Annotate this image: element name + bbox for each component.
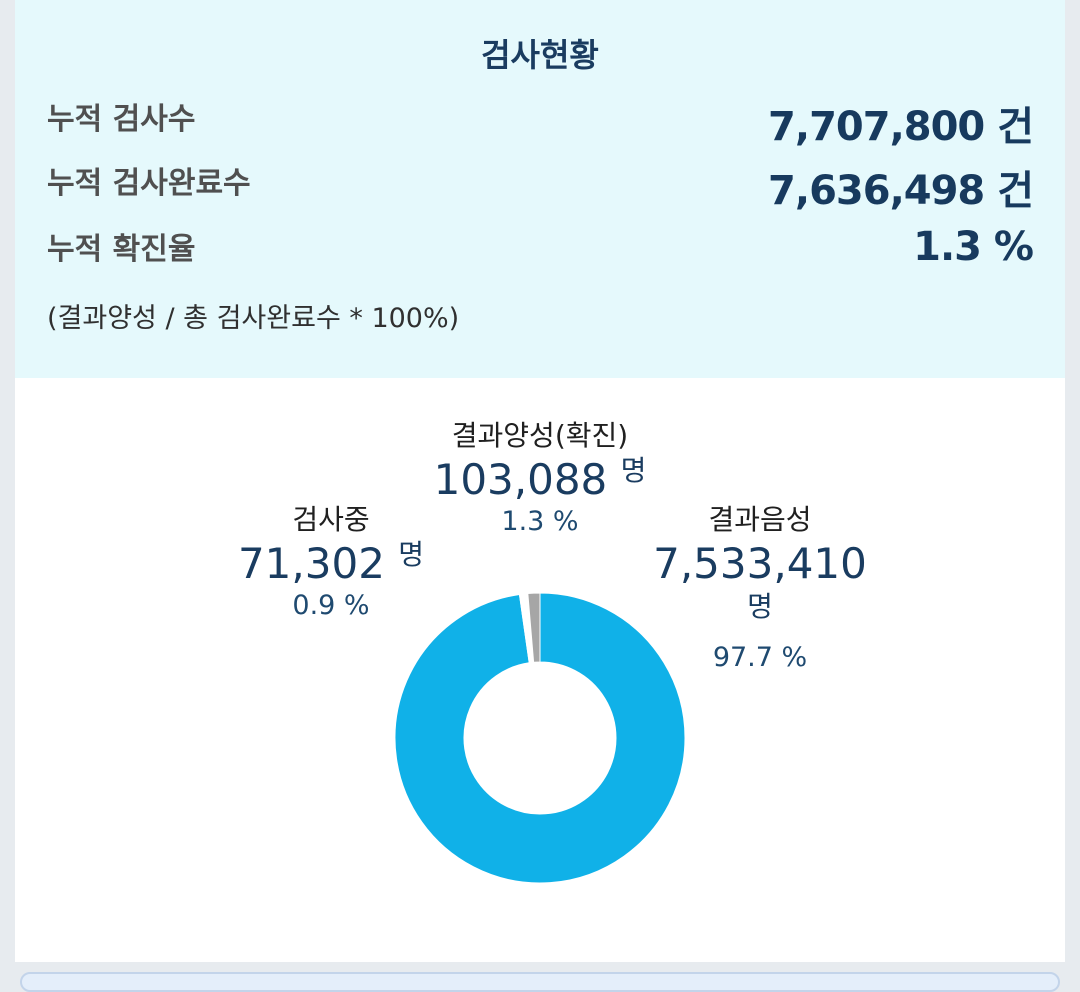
stat-value: 7,707,800 건 bbox=[768, 104, 1034, 150]
callout-label: 결과음성 bbox=[708, 503, 812, 536]
test-result-chart: 결과양성(확진) 103,088 명 1.3 % 검사중 71,302 명 0.… bbox=[15, 378, 1065, 962]
callout-count: 103,088 bbox=[433, 455, 608, 504]
stat-value: 7,636,498 건 bbox=[768, 168, 1034, 214]
callout-percent: 0.9 % bbox=[292, 590, 370, 621]
callout-positive: 결과양성(확진) 103,088 명 1.3 % bbox=[425, 414, 655, 537]
test-status-summary: 검사현황 누적 검사수 7,707,800 건 누적 검사완료수 7,636,4… bbox=[15, 0, 1065, 378]
stat-row-total-tests: 누적 검사수 7,707,800 건 bbox=[47, 94, 1034, 154]
callout-unit: 명 bbox=[747, 590, 773, 623]
callout-unit: 명 bbox=[398, 538, 425, 571]
stat-row-positive-rate: 누적 확진율 1.3 % bbox=[47, 224, 1034, 284]
callout-count-line: 103,088 명 bbox=[425, 454, 655, 506]
callout-unit: 명 bbox=[620, 454, 647, 487]
callout-in-test: 검사중 71,302 명 0.9 % bbox=[211, 498, 451, 621]
callout-percent: 97.7 % bbox=[712, 642, 808, 673]
callout-count-line: 71,302 명 bbox=[211, 538, 451, 590]
donut-chart bbox=[394, 592, 686, 884]
donut-slice-3 bbox=[527, 592, 541, 663]
next-card-edge bbox=[20, 972, 1060, 992]
stat-row-completed-tests: 누적 검사완료수 7,636,498 건 bbox=[47, 158, 1034, 218]
callout-count: 7,533,410 bbox=[653, 539, 867, 588]
callout-label: 결과양성(확진) bbox=[451, 419, 629, 452]
callout-percent: 1.3 % bbox=[501, 506, 579, 537]
callout-negative: 결과음성 7,533,410 명 97.7 % bbox=[645, 498, 875, 673]
callout-count: 71,302 bbox=[237, 539, 385, 588]
stat-label: 누적 검사완료수 bbox=[47, 166, 251, 201]
donut-slice-1 bbox=[394, 592, 686, 884]
stat-label: 누적 확진율 bbox=[47, 232, 196, 267]
positive-rate-formula: (결과양성 / 총 검사완료수 * 100%) bbox=[47, 303, 460, 334]
stat-value: 1.3 % bbox=[913, 224, 1034, 270]
summary-title: 검사현황 bbox=[481, 36, 599, 74]
test-status-panel: 검사현황 누적 검사수 7,707,800 건 누적 검사완료수 7,636,4… bbox=[15, 0, 1065, 962]
callout-label: 검사중 bbox=[292, 503, 370, 536]
stat-label: 누적 검사수 bbox=[47, 102, 196, 137]
